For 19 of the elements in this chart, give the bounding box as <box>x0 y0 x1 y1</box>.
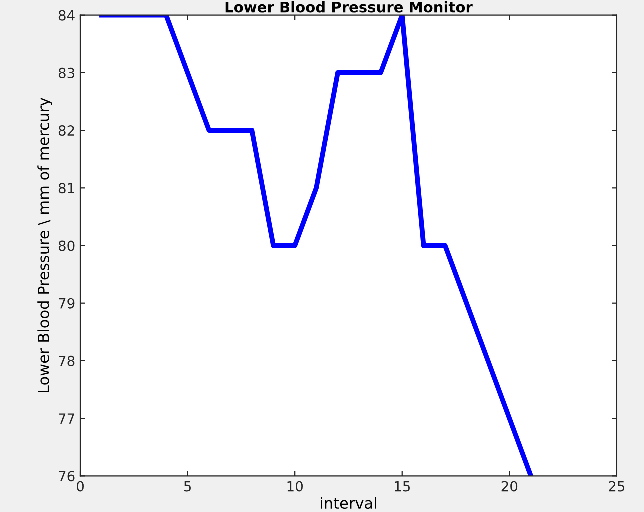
y-tick-label: 82 <box>58 126 74 136</box>
y-tick-label: 79 <box>59 298 75 309</box>
x-tick-label: 5 <box>184 481 191 492</box>
y-tick-label: 76 <box>59 471 75 482</box>
y-tick-label: 81 <box>58 183 74 194</box>
y-tick-label: 77 <box>59 414 74 424</box>
y-tick-label: 84 <box>58 10 75 21</box>
x-tick-label: 25 <box>609 481 625 492</box>
x-tick-label: 10 <box>288 481 303 492</box>
y-tick-label: 83 <box>58 68 75 78</box>
y-axis-title: Lower Blood Pressure \ mm of mercury <box>38 98 52 393</box>
y-tick-label: 78 <box>59 356 75 366</box>
line-series <box>100 15 534 476</box>
chart-title: Lower Blood Pressure Monitor <box>226 2 473 13</box>
y-tick-label: 80 <box>58 240 75 252</box>
x-tick-label: 15 <box>395 481 410 492</box>
x-tick-label: 0 <box>76 481 84 492</box>
x-axis-title: interval <box>321 497 376 510</box>
x-tick-label: 20 <box>502 481 518 492</box>
